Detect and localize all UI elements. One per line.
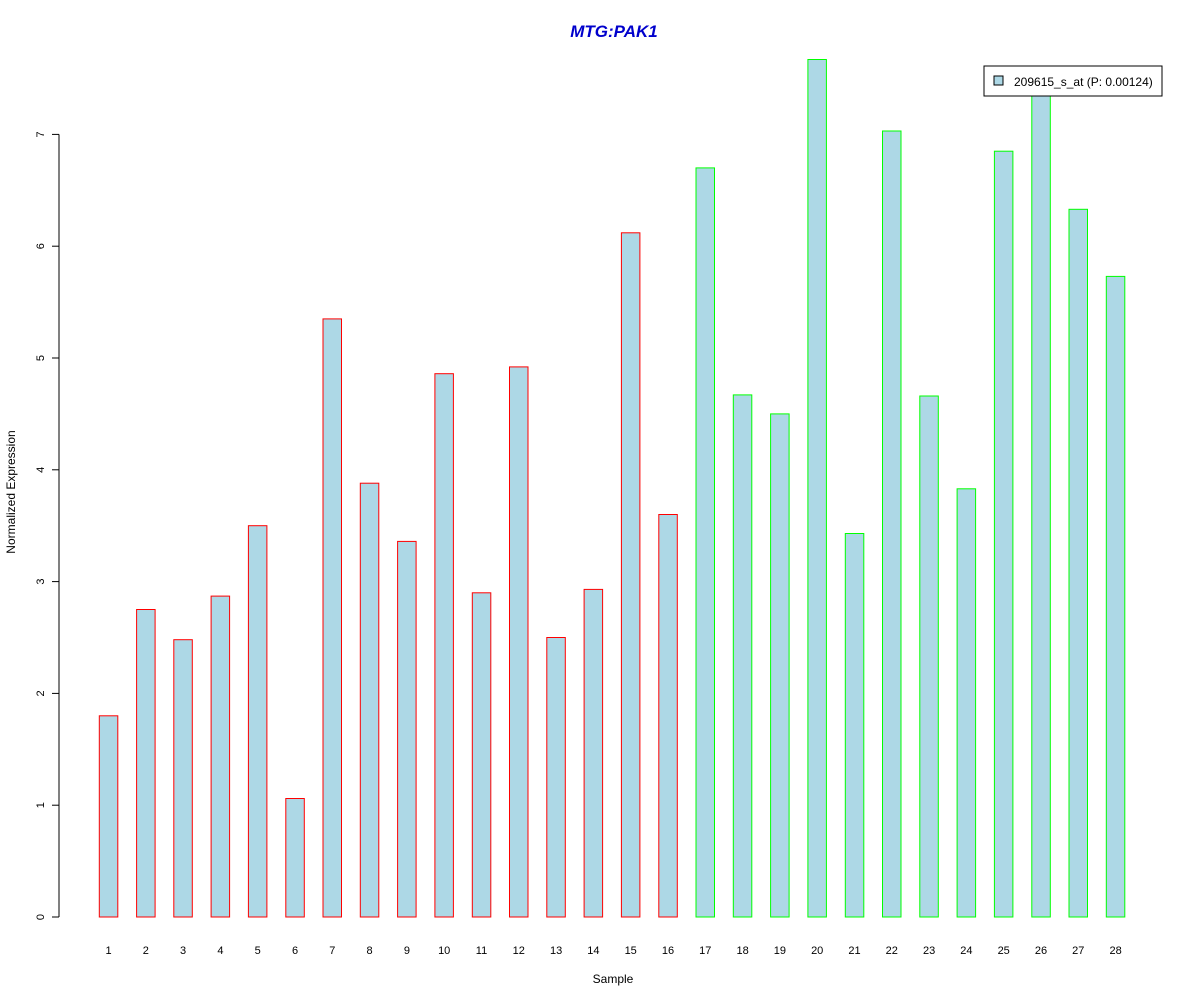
bar-sample-25 <box>993 150 1014 918</box>
bar-sample-9 <box>397 540 417 918</box>
y-tick-label: 2 <box>35 690 47 696</box>
y-axis: 0 1 2 3 4 5 6 7 <box>35 131 60 920</box>
x-tick-label: 10 <box>438 945 450 957</box>
x-tick-label: 14 <box>587 945 599 957</box>
x-tick-label: 22 <box>886 945 898 957</box>
x-tick-label: 12 <box>513 945 525 957</box>
x-tick-label: 16 <box>662 945 674 957</box>
x-tick-label: 6 <box>292 945 298 957</box>
bars <box>98 59 1126 918</box>
y-tick-label: 7 <box>35 131 47 137</box>
bar-sample-27 <box>1068 208 1088 918</box>
bar-sample-28 <box>1105 275 1126 918</box>
bar-sample-14 <box>583 588 604 918</box>
x-tick-label: 23 <box>923 945 935 957</box>
x-tick-label: 26 <box>1035 945 1047 957</box>
legend: 209615_s_at (P: 0.00124) <box>983 65 1163 97</box>
x-tick-label: 8 <box>367 945 373 957</box>
x-tick-label: 19 <box>774 945 786 957</box>
x-tick-label: 11 <box>476 945 487 957</box>
x-tick-label: 25 <box>998 945 1010 957</box>
x-tick-label: 27 <box>1072 945 1084 957</box>
x-tick-label: 13 <box>550 945 562 957</box>
y-tick-label: 6 <box>35 243 47 249</box>
bar-sample-13 <box>546 637 566 918</box>
y-tick-label: 5 <box>35 355 47 361</box>
y-tick-label: 1 <box>35 802 47 808</box>
x-tick-label: 2 <box>143 945 149 957</box>
x-axis-label: Sample <box>593 972 634 986</box>
x-tick-label: 4 <box>217 945 223 957</box>
bar-sample-2 <box>136 609 156 918</box>
bar-sample-22 <box>882 130 902 918</box>
bar-sample-26 <box>1031 92 1051 918</box>
y-tick-label: 0 <box>35 914 47 920</box>
bar-sample-20 <box>807 59 827 918</box>
chart-title: MTG:PAK1 <box>570 22 658 41</box>
legend-box <box>983 65 1163 97</box>
x-tick-label: 18 <box>736 945 748 957</box>
y-tick-label: 3 <box>35 579 47 585</box>
x-tick-label: 5 <box>255 945 261 957</box>
bar-sample-4 <box>210 595 231 918</box>
legend-swatch <box>993 75 1004 86</box>
bar-sample-17 <box>695 167 715 918</box>
bar-sample-3 <box>173 639 193 918</box>
x-tick-label: 3 <box>180 945 186 957</box>
bar-sample-6 <box>285 798 305 918</box>
x-tick-label: 15 <box>625 945 637 957</box>
y-tick-label: 4 <box>35 467 47 473</box>
bar-sample-12 <box>509 366 529 918</box>
bar-sample-11 <box>471 592 492 918</box>
legend-label: 209615_s_at (P: 0.00124) <box>1014 75 1153 89</box>
x-tick-label: 28 <box>1109 945 1121 957</box>
bar-sample-19 <box>770 413 790 918</box>
bar-sample-1 <box>98 715 119 918</box>
x-tick-label: 17 <box>699 945 711 957</box>
bar-sample-8 <box>359 482 380 918</box>
bar-sample-21 <box>844 533 865 918</box>
x-tick-label: 21 <box>848 945 860 957</box>
x-tick-label: 9 <box>404 945 410 957</box>
bar-sample-18 <box>732 394 753 918</box>
bar-sample-23 <box>919 395 939 918</box>
bar-sample-16 <box>658 514 678 918</box>
x-tick-label: 7 <box>329 945 335 957</box>
bar-sample-15 <box>620 232 641 918</box>
x-tick-label: 20 <box>811 945 823 957</box>
bar-sample-10 <box>434 373 454 918</box>
y-axis-label: Normalized Expression <box>4 430 18 553</box>
x-tick-label: 24 <box>960 945 972 957</box>
bar-sample-5 <box>247 525 268 918</box>
bar-sample-24 <box>956 488 977 918</box>
bar-sample-7 <box>322 318 342 918</box>
x-axis-tick-labels: 1 2 3 4 5 6 7 8 9 10 11 12 13 14 15 16 17 18 19 20 21 22 23 24 2… <box>105 945 1121 957</box>
x-tick-label: 1 <box>105 945 111 957</box>
